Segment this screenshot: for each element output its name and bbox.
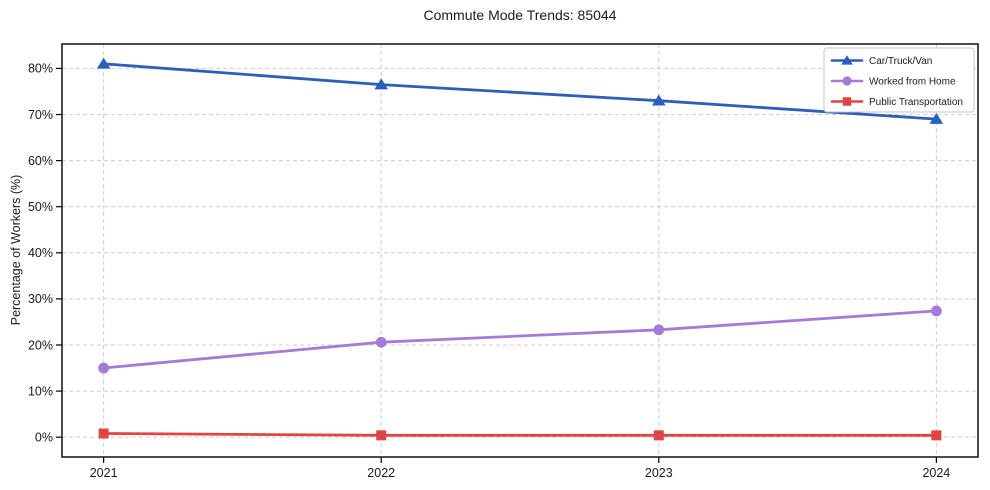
circle-marker xyxy=(375,336,387,348)
square-marker xyxy=(98,428,109,439)
x-tick-label: 2021 xyxy=(90,466,118,480)
legend-label: Public Transportation xyxy=(869,97,963,108)
series-line-car-truck-van xyxy=(102,62,938,121)
series-worked-from-home xyxy=(98,305,942,374)
y-tick-label: 70% xyxy=(28,108,53,122)
y-tick-label: 20% xyxy=(28,338,53,352)
series-line-worked-from-home xyxy=(102,309,938,370)
y-tick-label: 60% xyxy=(28,154,53,168)
x-tick-label: 2022 xyxy=(367,466,395,480)
legend-label: Worked from Home xyxy=(869,77,956,88)
circle-marker xyxy=(98,362,110,374)
series-line-public-transportation xyxy=(102,432,938,437)
y-tick-label: 30% xyxy=(28,292,53,306)
circle-marker xyxy=(930,305,942,317)
square-marker xyxy=(376,430,387,441)
y-tick-label: 10% xyxy=(28,384,53,398)
triangle-marker xyxy=(841,55,853,65)
legend-box xyxy=(823,47,975,113)
x-tick-label: 2023 xyxy=(645,466,673,480)
legend-item-worked-from-home: Worked from Home xyxy=(830,76,956,88)
plot-border xyxy=(61,43,979,458)
circle-marker xyxy=(653,324,665,336)
series-car-truck-van xyxy=(96,57,944,124)
y-tick-label: 80% xyxy=(28,62,53,76)
series-public-transportation xyxy=(98,428,942,441)
legend-item-public-transportation: Public Transportation xyxy=(830,97,963,108)
circle-marker xyxy=(842,76,852,86)
y-tick-label: 40% xyxy=(28,246,53,260)
triangle-marker xyxy=(929,112,944,124)
legend: Car/Truck/Van Worked from Home Public Tran… xyxy=(823,47,975,113)
triangle-marker xyxy=(96,57,111,69)
square-marker xyxy=(653,430,664,441)
y-tick-label: 0% xyxy=(35,430,53,444)
square-marker xyxy=(931,430,942,441)
axis-ticks: 2021 2022 2023 2024 0% 10% 20% 30% 40% 50% 60% 70% 8… xyxy=(28,62,950,480)
y-axis-label: Percentage of Workers (%) xyxy=(9,174,23,326)
triangle-marker xyxy=(374,78,389,90)
y-tick-label: 50% xyxy=(28,200,53,214)
triangle-marker xyxy=(651,94,666,106)
legend-label: Car/Truck/Van xyxy=(869,56,932,67)
legend-item-car-truck-van: Car/Truck/Van xyxy=(830,55,932,67)
square-marker xyxy=(842,97,852,106)
x-tick-label: 2024 xyxy=(922,466,950,480)
chart-title: Commute Mode Trends: 85044 xyxy=(423,7,617,23)
